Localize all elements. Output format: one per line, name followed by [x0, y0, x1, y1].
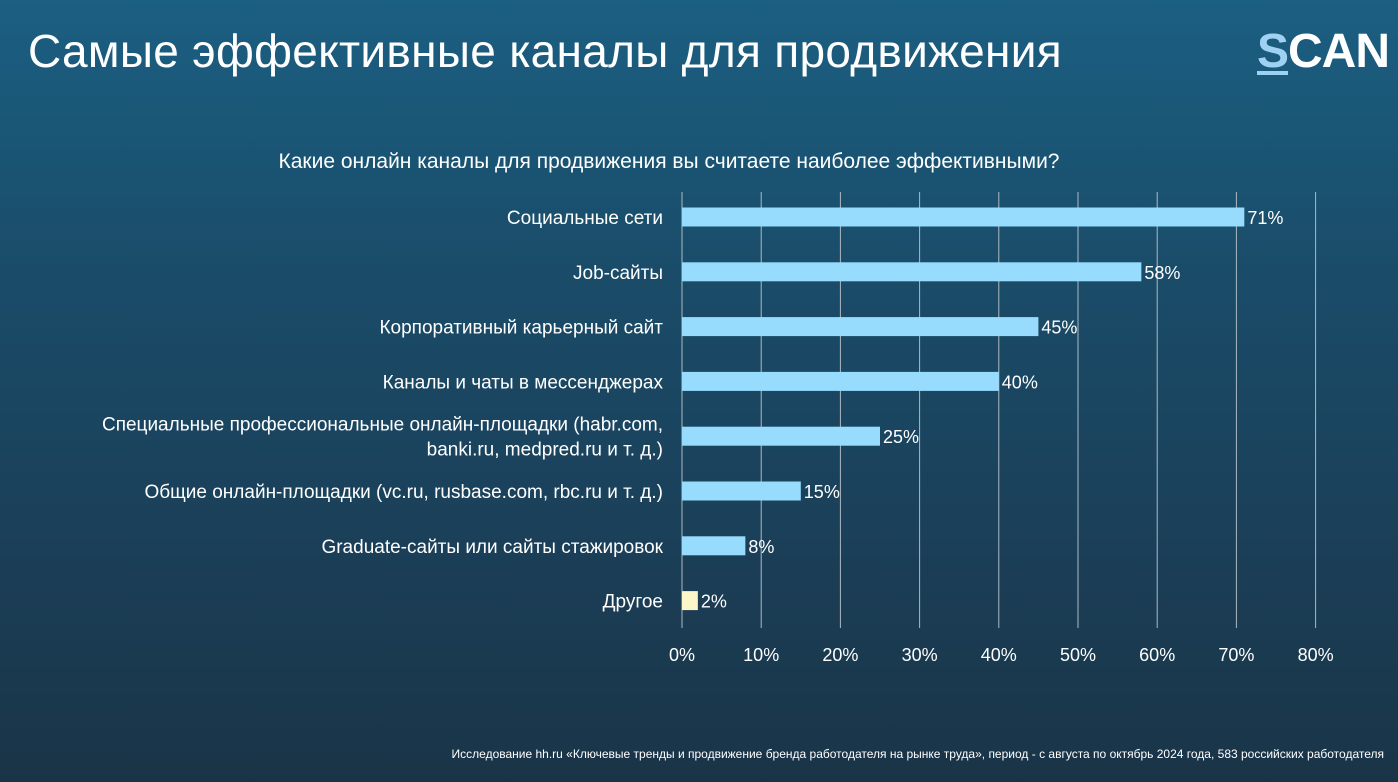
bar	[682, 317, 1039, 337]
category-label: Другое	[603, 592, 663, 613]
x-tick-label: 80%	[1298, 645, 1334, 665]
x-tick-label: 60%	[1139, 645, 1175, 665]
bar	[682, 591, 698, 611]
category-label: Job-сайты	[573, 263, 663, 284]
x-tick-label: 30%	[902, 645, 938, 665]
category-label: Специальные профессиональные онлайн-площ…	[102, 415, 663, 436]
category-label: Общие онлайн-площадки (vc.ru, rusbase.co…	[144, 482, 663, 503]
value-label: 25%	[883, 427, 919, 447]
bars	[682, 207, 1245, 611]
value-label: 45%	[1041, 318, 1077, 338]
category-label: banki.ru, medpred.ru и т. д.)	[427, 440, 663, 461]
value-labels: 71% 58% 45% 40% 25% 15% 8% 2%	[701, 208, 1284, 612]
value-label: 71%	[1247, 208, 1283, 228]
x-tick-label: 50%	[1060, 645, 1096, 665]
value-label: 58%	[1144, 263, 1180, 283]
value-label: 40%	[1002, 372, 1038, 392]
page-title: Самые эффективные каналы для продвижения	[28, 25, 1062, 77]
scan-logo: SCAN	[1257, 25, 1390, 78]
x-tick-label: 20%	[822, 645, 858, 665]
category-label: Graduate-сайты или сайты стажировок	[321, 537, 663, 558]
value-label: 8%	[748, 537, 774, 557]
x-tick-label: 0%	[669, 645, 695, 665]
logo-letter-s: S	[1257, 25, 1289, 78]
bar-chart: Социальные сети Job-сайты Корпоративный ка…	[102, 192, 1334, 665]
x-axis-tick-labels: 0% 10% 20% 30% 40% 50% 60% 70% 80%	[669, 645, 1334, 665]
chart-title: Какие онлайн каналы для продвижения вы с…	[278, 150, 1060, 173]
bar	[682, 371, 999, 391]
gridlines	[681, 192, 1317, 628]
category-labels: Социальные сети Job-сайты Корпоративный ка…	[102, 208, 664, 613]
bar	[682, 207, 1245, 227]
value-label: 2%	[701, 592, 727, 612]
value-label: 15%	[804, 482, 840, 502]
x-tick-label: 10%	[743, 645, 779, 665]
bar	[682, 536, 746, 556]
bar	[682, 262, 1142, 282]
logo-letters-can: CAN	[1288, 25, 1390, 78]
source-footnote: Исследование hh.ru «Ключевые тренды и пр…	[451, 747, 1384, 761]
bar	[682, 426, 880, 446]
category-label: Корпоративный карьерный сайт	[379, 318, 663, 339]
bar	[682, 481, 801, 501]
x-tick-label: 70%	[1218, 645, 1254, 665]
category-label: Каналы и чаты в мессенджерах	[383, 372, 664, 393]
category-label: Социальные сети	[507, 208, 663, 229]
x-tick-label: 40%	[981, 645, 1017, 665]
